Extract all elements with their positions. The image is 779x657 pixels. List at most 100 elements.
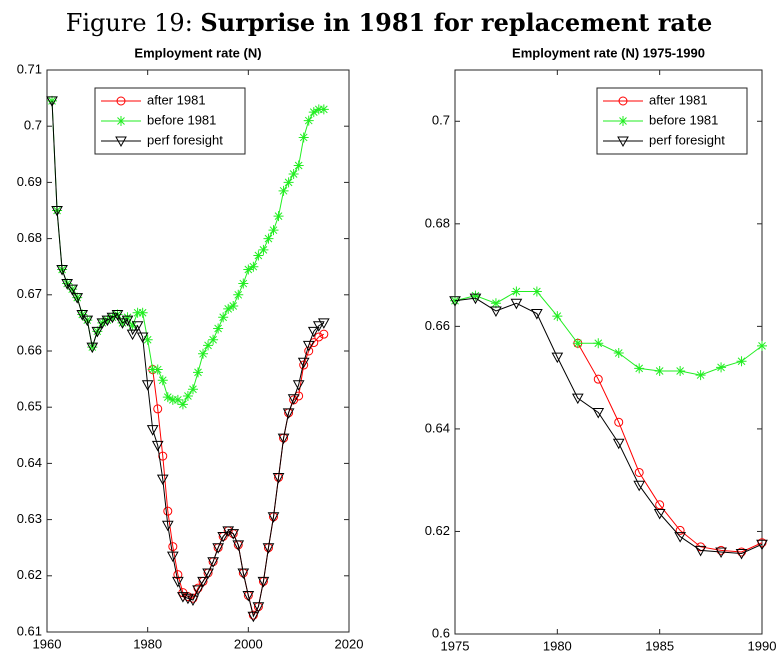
marker (238, 278, 249, 289)
marker (277, 433, 290, 445)
marker (278, 185, 289, 196)
marker (167, 394, 178, 405)
marker (292, 380, 305, 391)
marker (71, 293, 84, 304)
marker (218, 312, 229, 323)
marker (242, 590, 255, 602)
y-tick-label: 0.66 (425, 318, 450, 333)
marker (122, 312, 133, 323)
marker (531, 286, 542, 297)
legend-label: perf foresight (649, 132, 725, 147)
y-tick-label: 0.67 (17, 286, 42, 301)
marker (208, 334, 219, 345)
marker (158, 451, 168, 461)
marker (177, 592, 189, 603)
marker (313, 104, 324, 115)
marker (147, 364, 158, 375)
legend-marker (116, 116, 126, 126)
marker (470, 290, 481, 301)
legend-marker (618, 116, 628, 126)
marker (288, 168, 299, 179)
y-tick-label: 0.7 (432, 113, 450, 128)
marker (735, 549, 748, 560)
marker (258, 244, 269, 255)
marker (187, 384, 198, 395)
legend-label: after 1981 (649, 92, 708, 107)
plot-area (454, 69, 763, 635)
marker (287, 394, 300, 405)
marker (47, 95, 58, 106)
y-tick-label: 0.62 (17, 567, 42, 582)
marker (252, 602, 265, 613)
marker (653, 509, 666, 520)
axes-title: Employment rate (N) (134, 45, 261, 60)
legend-label: before 1981 (147, 112, 216, 127)
x-tick-label: 1975 (441, 638, 470, 653)
marker (166, 551, 179, 563)
marker (46, 96, 58, 107)
marker (654, 365, 665, 376)
marker (490, 306, 502, 318)
y-tick-label: 0.66 (17, 342, 42, 357)
marker (197, 576, 209, 588)
axes-title: Employment rate (N) 1975-1990 (512, 45, 705, 60)
figure-title-text: Surprise in 1981 for replacement rate (200, 8, 712, 37)
marker (757, 340, 767, 351)
marker (192, 585, 204, 596)
marker (263, 233, 274, 244)
figure-title: Figure 19: Surprise in 1981 for replacem… (66, 8, 713, 37)
marker (182, 390, 193, 401)
marker (272, 472, 285, 484)
marker (694, 545, 707, 557)
marker (146, 425, 159, 436)
marker (142, 334, 153, 345)
marker (182, 593, 194, 605)
marker (233, 289, 244, 300)
marker (203, 340, 214, 351)
marker (531, 309, 543, 320)
marker (297, 357, 310, 369)
marker (207, 557, 219, 568)
marker (217, 531, 230, 543)
marker (131, 321, 144, 332)
marker (490, 298, 501, 309)
legend-marker (115, 136, 127, 148)
marker (571, 393, 584, 405)
marker (187, 595, 199, 606)
legend-marker (116, 96, 126, 106)
marker (511, 286, 522, 297)
marker (111, 309, 124, 321)
legend-marker (617, 136, 629, 148)
legend-label: perf foresight (147, 132, 223, 147)
figure-label: Figure 19: (66, 9, 193, 37)
marker (675, 525, 685, 535)
marker (228, 301, 239, 312)
x-tick-label: 1960 (33, 636, 62, 651)
marker (177, 399, 188, 410)
marker (253, 250, 264, 261)
y-tick-label: 0.7 (24, 118, 42, 133)
marker (161, 520, 174, 532)
marker (247, 611, 260, 623)
marker (96, 318, 109, 329)
marker (243, 264, 254, 275)
marker (303, 115, 314, 126)
series-line (454, 290, 763, 376)
y-tick-label: 0.63 (17, 511, 42, 526)
marker (312, 321, 325, 332)
marker (302, 340, 315, 352)
marker (157, 375, 168, 386)
marker (162, 392, 173, 403)
marker (282, 408, 295, 419)
marker (76, 309, 89, 321)
marker (319, 329, 329, 339)
marker (314, 332, 324, 342)
marker (51, 206, 63, 217)
marker (633, 480, 646, 492)
marker (655, 500, 665, 510)
y-tick-label: 0.71 (17, 61, 42, 76)
marker (66, 284, 79, 296)
marker (298, 132, 309, 143)
x-tick-label: 1985 (645, 638, 674, 653)
